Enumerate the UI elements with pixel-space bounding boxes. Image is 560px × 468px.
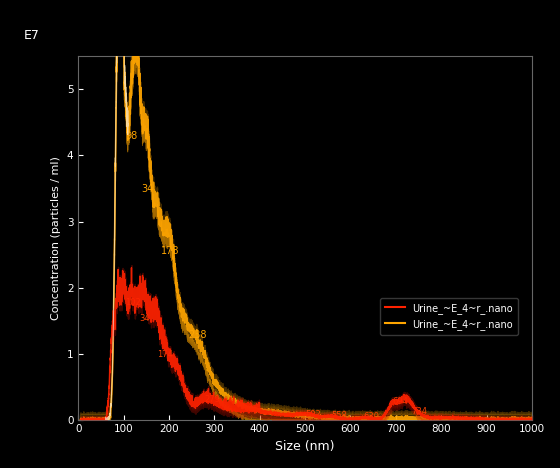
Text: 558: 558 — [331, 411, 347, 420]
Text: E7: E7 — [24, 29, 40, 42]
Text: 502: 502 — [306, 410, 321, 419]
Text: 174: 174 — [157, 351, 172, 359]
Text: 694: 694 — [393, 397, 409, 406]
Text: 34: 34 — [141, 183, 153, 193]
Text: 178: 178 — [161, 246, 180, 256]
Text: 98: 98 — [125, 131, 137, 141]
Text: 34: 34 — [139, 314, 150, 323]
Text: 734: 734 — [411, 407, 427, 416]
Text: 279: 279 — [204, 395, 220, 403]
Text: 238: 238 — [189, 330, 207, 340]
Y-axis label: Concentration (particles / ml): Concentration (particles / ml) — [51, 156, 61, 320]
Text: 102: 102 — [125, 298, 141, 307]
X-axis label: Size (nm): Size (nm) — [276, 440, 335, 453]
Text: 630: 630 — [363, 412, 380, 421]
Legend: Urine_~E_4~r_.nano, Urine_~E_4~r_.nano: Urine_~E_4~r_.nano, Urine_~E_4~r_.nano — [380, 299, 518, 335]
